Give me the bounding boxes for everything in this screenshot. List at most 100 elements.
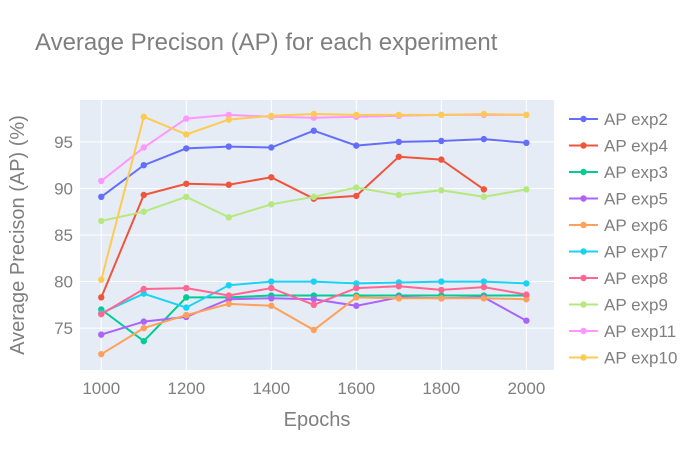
data-point[interactable] bbox=[268, 295, 275, 302]
data-point[interactable] bbox=[140, 161, 147, 169]
data-point[interactable] bbox=[183, 131, 190, 138]
legend-item[interactable]: AP exp5 bbox=[569, 190, 668, 209]
data-point[interactable] bbox=[438, 278, 445, 285]
data-point[interactable] bbox=[183, 145, 190, 152]
data-point[interactable] bbox=[353, 142, 360, 149]
data-point[interactable] bbox=[353, 284, 360, 292]
data-point[interactable] bbox=[480, 283, 488, 291]
data-point[interactable] bbox=[140, 337, 147, 345]
data-point[interactable] bbox=[183, 180, 190, 187]
data-point[interactable] bbox=[183, 115, 190, 122]
data-point[interactable] bbox=[353, 111, 360, 119]
data-point[interactable] bbox=[310, 127, 318, 134]
data-point[interactable] bbox=[395, 153, 403, 160]
data-point[interactable] bbox=[140, 318, 147, 325]
data-point[interactable] bbox=[183, 284, 190, 292]
data-point[interactable] bbox=[480, 295, 488, 302]
data-point[interactable] bbox=[395, 138, 403, 146]
data-point[interactable] bbox=[98, 350, 105, 358]
data-point[interactable] bbox=[523, 186, 530, 193]
legend-label: AP exp5 bbox=[604, 190, 668, 209]
data-point[interactable] bbox=[98, 276, 105, 283]
data-point[interactable] bbox=[268, 174, 275, 181]
data-point[interactable] bbox=[438, 137, 445, 145]
data-point[interactable] bbox=[438, 187, 445, 194]
data-point[interactable] bbox=[353, 192, 360, 200]
data-point[interactable] bbox=[310, 278, 318, 285]
data-point[interactable] bbox=[225, 111, 232, 119]
data-point[interactable] bbox=[140, 290, 147, 297]
data-point[interactable] bbox=[98, 310, 105, 318]
legend-item[interactable]: AP exp4 bbox=[569, 137, 668, 156]
data-point[interactable] bbox=[353, 280, 360, 287]
data-point[interactable] bbox=[225, 300, 232, 308]
data-point[interactable] bbox=[98, 294, 105, 301]
data-point[interactable] bbox=[310, 301, 318, 309]
data-point[interactable] bbox=[140, 113, 147, 120]
legend-item[interactable]: AP exp3 bbox=[569, 163, 668, 182]
legend-swatch-marker bbox=[580, 142, 587, 149]
data-point[interactable] bbox=[268, 112, 275, 120]
data-point[interactable] bbox=[438, 295, 445, 302]
data-point[interactable] bbox=[98, 217, 105, 225]
data-point[interactable] bbox=[98, 193, 105, 201]
data-point[interactable] bbox=[98, 177, 105, 185]
data-point[interactable] bbox=[353, 294, 360, 301]
data-point[interactable] bbox=[225, 116, 232, 123]
data-point[interactable] bbox=[140, 191, 147, 199]
data-point[interactable] bbox=[225, 292, 232, 299]
data-point[interactable] bbox=[183, 304, 190, 311]
data-point[interactable] bbox=[268, 284, 275, 292]
data-point[interactable] bbox=[438, 111, 445, 119]
data-point[interactable] bbox=[395, 295, 403, 302]
data-point[interactable] bbox=[395, 111, 403, 119]
data-point[interactable] bbox=[225, 143, 232, 150]
data-point[interactable] bbox=[523, 139, 530, 147]
data-point[interactable] bbox=[268, 302, 275, 309]
legend-item[interactable]: AP exp11 bbox=[569, 322, 676, 341]
y-tick-label: 95 bbox=[54, 133, 73, 152]
data-point[interactable] bbox=[480, 186, 488, 193]
data-point[interactable] bbox=[310, 326, 318, 334]
data-point[interactable] bbox=[225, 181, 232, 188]
data-point[interactable] bbox=[353, 184, 360, 191]
data-point[interactable] bbox=[268, 278, 275, 285]
data-point[interactable] bbox=[480, 135, 488, 143]
data-point[interactable] bbox=[480, 110, 488, 118]
legend-swatch-marker bbox=[580, 115, 587, 123]
data-point[interactable] bbox=[480, 278, 488, 285]
legend-item[interactable]: AP exp6 bbox=[569, 216, 668, 235]
data-point[interactable] bbox=[225, 282, 232, 289]
data-point[interactable] bbox=[183, 193, 190, 201]
data-point[interactable] bbox=[140, 324, 147, 332]
data-point[interactable] bbox=[523, 291, 530, 298]
data-point[interactable] bbox=[268, 144, 275, 151]
data-point[interactable] bbox=[225, 214, 232, 221]
legend-item[interactable]: AP exp2 bbox=[569, 110, 668, 129]
legend-item[interactable]: AP exp8 bbox=[569, 269, 668, 288]
data-point[interactable] bbox=[310, 296, 318, 303]
legend[interactable]: AP exp2 AP exp4 AP exp3 AP exp5 AP exp6 AP ex… bbox=[569, 110, 677, 368]
data-point[interactable] bbox=[480, 193, 488, 201]
data-point[interactable] bbox=[98, 331, 105, 338]
legend-item[interactable]: AP exp9 bbox=[569, 296, 668, 315]
data-point[interactable] bbox=[268, 201, 275, 208]
data-point[interactable] bbox=[140, 208, 147, 215]
legend-item[interactable]: AP exp10 bbox=[569, 349, 677, 368]
data-point[interactable] bbox=[523, 317, 530, 324]
data-point[interactable] bbox=[438, 156, 445, 163]
legend-item[interactable]: AP exp7 bbox=[569, 243, 668, 262]
data-point[interactable] bbox=[438, 286, 445, 294]
data-point[interactable] bbox=[183, 311, 190, 319]
data-point[interactable] bbox=[140, 285, 147, 293]
data-point[interactable] bbox=[140, 144, 147, 151]
data-point[interactable] bbox=[183, 294, 190, 301]
data-point[interactable] bbox=[395, 191, 403, 199]
data-point[interactable] bbox=[310, 110, 318, 118]
data-point[interactable] bbox=[353, 302, 360, 309]
data-point[interactable] bbox=[523, 296, 530, 303]
data-point[interactable] bbox=[310, 193, 318, 201]
data-point[interactable] bbox=[523, 111, 530, 119]
data-point[interactable] bbox=[523, 280, 530, 287]
data-point[interactable] bbox=[395, 283, 403, 290]
